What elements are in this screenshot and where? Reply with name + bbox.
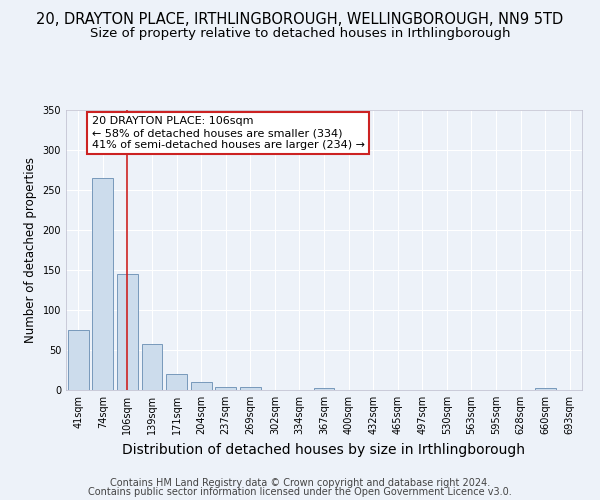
Bar <box>191 382 212 390</box>
Bar <box>314 388 334 390</box>
Text: Contains public sector information licensed under the Open Government Licence v3: Contains public sector information licen… <box>88 487 512 497</box>
X-axis label: Distribution of detached houses by size in Irthlingborough: Distribution of detached houses by size … <box>122 442 526 456</box>
Text: 20 DRAYTON PLACE: 106sqm
← 58% of detached houses are smaller (334)
41% of semi-: 20 DRAYTON PLACE: 106sqm ← 58% of detach… <box>92 116 365 150</box>
Text: 20, DRAYTON PLACE, IRTHLINGBOROUGH, WELLINGBOROUGH, NN9 5TD: 20, DRAYTON PLACE, IRTHLINGBOROUGH, WELL… <box>37 12 563 28</box>
Bar <box>166 374 187 390</box>
Text: Size of property relative to detached houses in Irthlingborough: Size of property relative to detached ho… <box>90 28 510 40</box>
Bar <box>215 387 236 390</box>
Y-axis label: Number of detached properties: Number of detached properties <box>24 157 37 343</box>
Bar <box>240 387 261 390</box>
Bar <box>117 274 138 390</box>
Bar <box>68 330 89 390</box>
Bar <box>92 178 113 390</box>
Text: Contains HM Land Registry data © Crown copyright and database right 2024.: Contains HM Land Registry data © Crown c… <box>110 478 490 488</box>
Bar <box>535 388 556 390</box>
Bar <box>142 344 163 390</box>
